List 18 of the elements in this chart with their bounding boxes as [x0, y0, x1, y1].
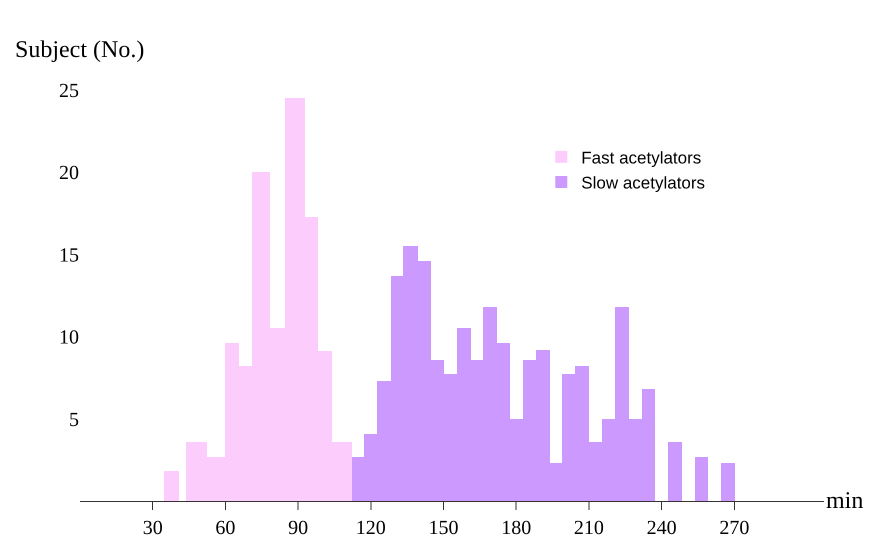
x-tick-label: 180	[501, 517, 532, 539]
x-tick-label: 120	[356, 517, 386, 539]
x-tick-label: 210	[574, 517, 604, 539]
x-tick-label: 150	[428, 517, 459, 539]
x-tick-label: 270	[719, 517, 750, 539]
legend-label: Slow acetylators	[581, 174, 706, 193]
y-tick-label: 5	[69, 408, 79, 431]
x-tick-label: 60	[215, 517, 236, 539]
y-axis-title: Subject (No.)	[15, 37, 144, 63]
x-tick-label: 240	[646, 517, 677, 539]
x-axis-title: min	[826, 488, 864, 514]
legend-label: Fast acetylators	[581, 148, 702, 168]
x-tick-label: 90	[288, 517, 308, 539]
y-tick-label: 25	[59, 80, 79, 102]
x-tick-label: 30	[142, 517, 163, 539]
y-tick-label: 20	[59, 162, 79, 184]
y-tick-label: 10	[59, 326, 79, 349]
y-tick-label: 15	[59, 244, 79, 266]
